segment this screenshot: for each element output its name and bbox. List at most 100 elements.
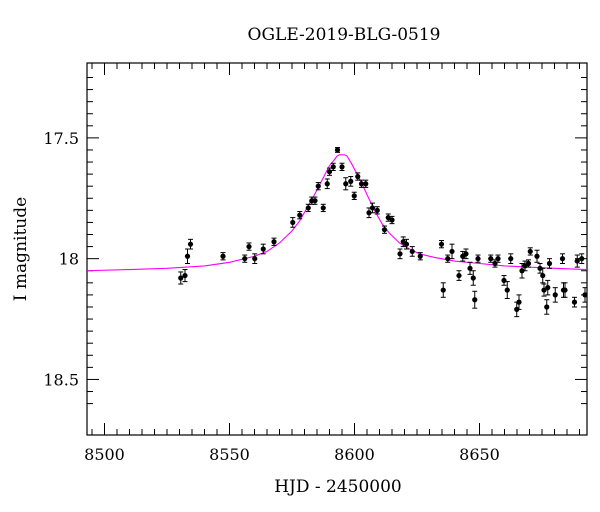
data-point xyxy=(544,299,550,315)
data-point xyxy=(397,248,403,260)
point-marker xyxy=(582,292,588,298)
data-point xyxy=(495,254,501,263)
point-marker xyxy=(326,169,333,175)
plot-frame xyxy=(86,62,588,436)
point-marker xyxy=(363,181,369,187)
point-marker xyxy=(574,258,580,264)
data-point xyxy=(297,211,303,220)
point-marker xyxy=(472,297,478,303)
data-point xyxy=(417,252,423,261)
point-marker xyxy=(246,243,252,250)
model-curve-layer xyxy=(86,154,588,272)
data-point xyxy=(330,162,336,171)
point-marker xyxy=(369,205,376,211)
point-marker xyxy=(519,268,525,274)
data-point xyxy=(305,203,311,213)
y-tick-label: 17.5 xyxy=(43,129,79,148)
point-marker xyxy=(389,217,395,223)
data-point xyxy=(363,179,369,188)
data-point xyxy=(178,271,184,285)
point-marker xyxy=(440,287,446,293)
point-marker xyxy=(492,260,498,267)
point-marker xyxy=(320,205,326,211)
point-marker xyxy=(409,248,415,255)
point-marker xyxy=(537,265,543,271)
data-point xyxy=(320,203,326,213)
data-point xyxy=(187,238,194,250)
point-marker xyxy=(546,260,553,267)
data-point xyxy=(315,182,321,191)
data-point xyxy=(541,283,547,297)
point-marker xyxy=(463,251,469,257)
x-tick-label: 8500 xyxy=(84,445,125,464)
point-marker xyxy=(541,287,547,293)
point-marker xyxy=(339,164,345,170)
data-point xyxy=(519,262,525,279)
point-marker xyxy=(315,183,321,189)
data-point xyxy=(369,202,376,214)
point-marker xyxy=(488,256,494,262)
point-marker xyxy=(571,299,578,305)
point-marker xyxy=(290,219,296,226)
data-point xyxy=(334,147,341,153)
data-point xyxy=(449,243,455,260)
data-point xyxy=(537,262,543,274)
point-marker xyxy=(182,272,188,279)
point-marker xyxy=(527,248,533,255)
point-marker xyxy=(525,260,532,267)
data-point xyxy=(403,238,410,250)
point-marker xyxy=(475,256,481,262)
point-marker xyxy=(297,212,303,218)
point-marker xyxy=(330,164,336,170)
point-marker xyxy=(467,265,473,271)
y-tick-label: 18.5 xyxy=(43,370,79,389)
y-tick-labels: 17.5 18 18.5 xyxy=(43,129,79,390)
point-marker xyxy=(544,304,550,310)
point-marker xyxy=(312,198,318,204)
point-marker xyxy=(242,256,248,262)
data-point xyxy=(463,248,469,260)
y-axis-label: I magnitude xyxy=(11,197,31,301)
point-marker xyxy=(381,227,388,233)
data-point xyxy=(220,252,226,261)
data-point xyxy=(445,254,451,263)
data-point xyxy=(252,253,258,264)
data-point xyxy=(574,254,580,268)
data-point xyxy=(246,242,252,251)
point-marker xyxy=(470,275,476,281)
point-marker xyxy=(252,256,258,262)
data-point xyxy=(525,259,532,268)
x-tick-labels: 8500 8550 8600 8650 xyxy=(84,445,500,464)
point-marker xyxy=(501,277,507,284)
point-marker xyxy=(305,205,311,211)
data-point xyxy=(260,243,266,255)
data-point xyxy=(355,172,361,181)
data-point xyxy=(438,240,445,249)
point-marker xyxy=(178,275,184,281)
point-marker xyxy=(559,256,566,262)
data-point xyxy=(571,296,578,308)
data-point xyxy=(381,225,388,234)
point-marker xyxy=(343,181,349,187)
data-point xyxy=(582,287,588,303)
data-point xyxy=(501,275,507,286)
data-point xyxy=(546,258,553,269)
data-point xyxy=(290,217,296,228)
data-point xyxy=(488,254,494,263)
point-marker xyxy=(187,241,194,247)
data-point xyxy=(559,253,566,264)
point-marker xyxy=(324,181,330,187)
point-marker xyxy=(271,239,277,245)
x-tick-label: 8650 xyxy=(459,445,500,464)
point-marker xyxy=(552,292,558,298)
data-point xyxy=(389,215,395,225)
point-marker xyxy=(562,287,568,293)
data-point xyxy=(312,196,318,205)
point-marker xyxy=(220,253,226,259)
data-point xyxy=(470,270,476,286)
data-point xyxy=(516,294,522,310)
point-marker xyxy=(403,241,410,247)
data-point xyxy=(409,246,415,257)
point-marker xyxy=(358,181,365,187)
data-point xyxy=(242,254,248,263)
